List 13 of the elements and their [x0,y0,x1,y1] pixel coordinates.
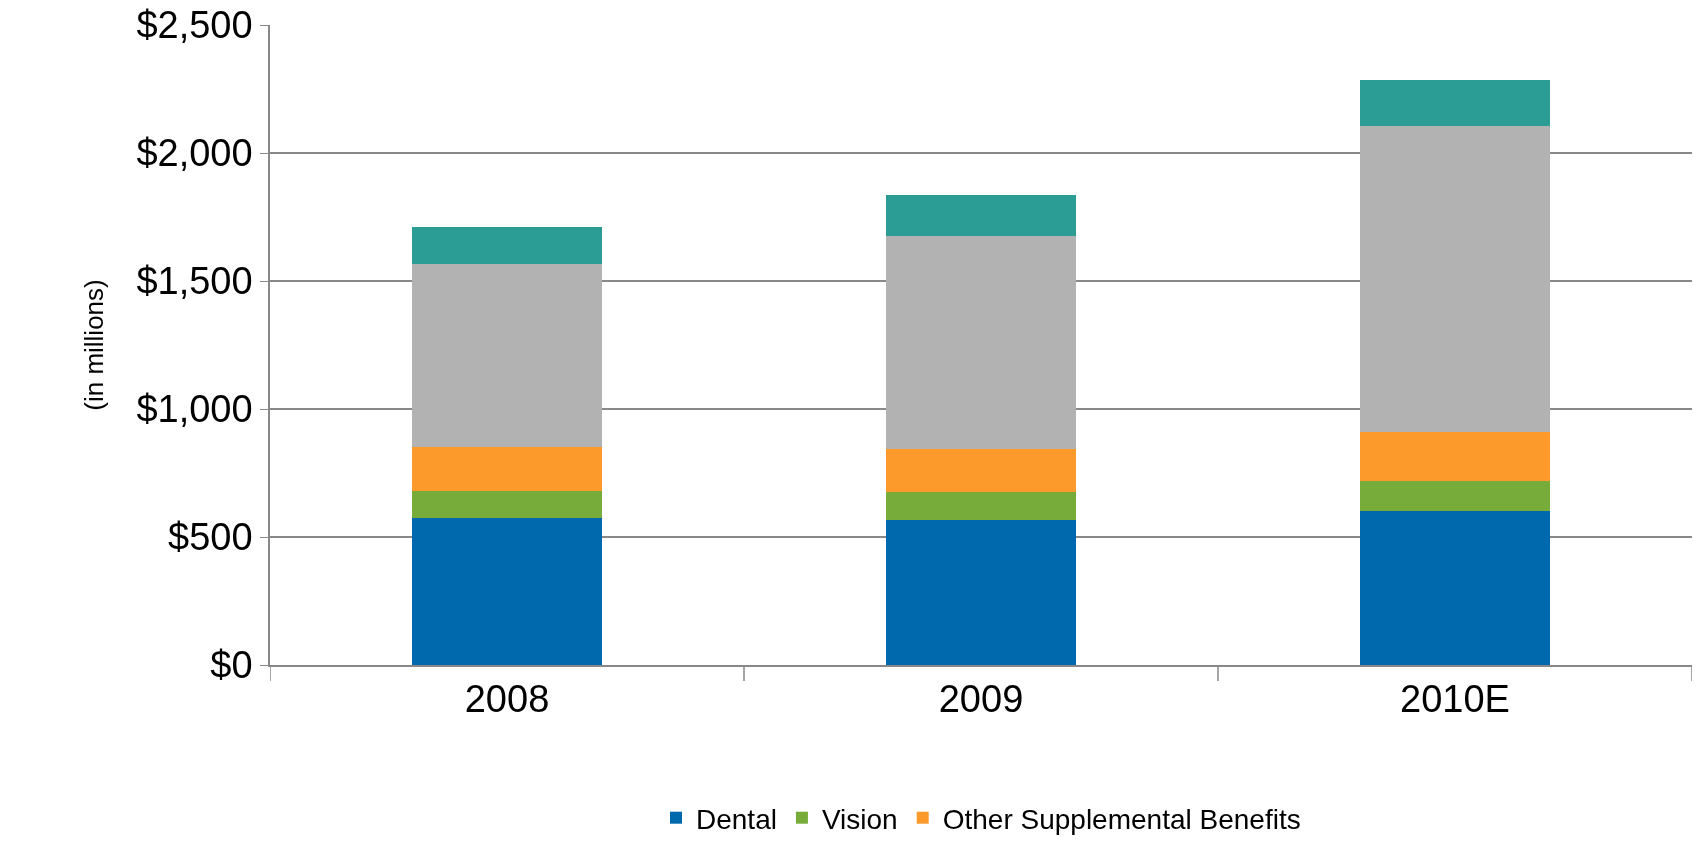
x-tick-label: 2008 [464,678,550,721]
x-tick-label: 2009 [938,678,1024,721]
y-tick-label: $500 [168,516,253,559]
y-tick-label: $2,500 [136,4,253,47]
x-tick-label: 2010E [1400,678,1510,721]
y-tick-label: $2,000 [136,132,253,175]
legend-label: Other Supplemental Benefits [942,803,1301,835]
y-tick-label: $1,000 [136,388,253,431]
y-tick-label: $0 [210,644,253,687]
y-axis-title: (in millions) [79,279,110,411]
y-tick-label: $1,500 [136,260,253,303]
legend-label: Dental [696,803,777,835]
legend-label: Vision [821,803,898,835]
